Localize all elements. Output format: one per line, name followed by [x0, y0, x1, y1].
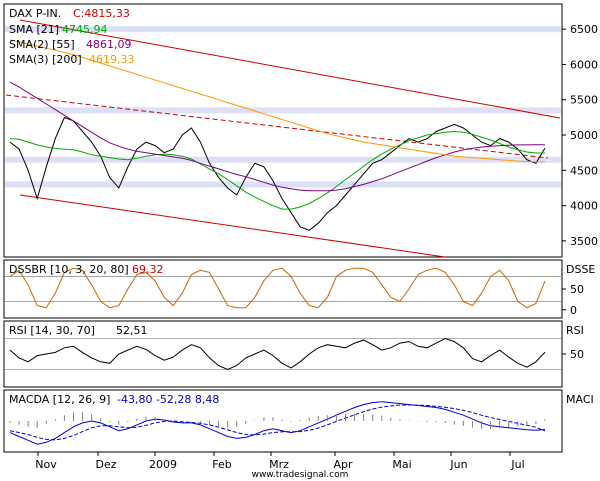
legend-rsi-value: 52,51: [116, 324, 148, 337]
channel-upper-line: [19, 19, 561, 119]
support-band: [5, 156, 561, 163]
legend-dssbr-label: DSSBR [10, 3, 20, 80]: [9, 263, 129, 276]
dax-p-in-line: [9, 116, 546, 231]
legend-rsi-label: RSI [14, 30, 70]: [9, 324, 95, 337]
support-band: [5, 107, 561, 114]
trend-channel: [5, 19, 561, 258]
macd-panel[interactable]: [3, 389, 563, 453]
price-bands: [5, 26, 561, 188]
xtick-label: Jul: [510, 458, 524, 471]
legend-macd-label: MACDA [12, 26, 9]: [9, 393, 110, 406]
rsi-14-30-70-line: [9, 337, 546, 371]
legend-dax-label: DAX P-IN.: [9, 7, 61, 20]
watermark: www.tradesignal.com: [252, 470, 349, 480]
ytick-label: 5500: [570, 94, 598, 107]
legend-dax-value: C:4815,33: [73, 7, 130, 20]
legend-sma21-value: 4745,94: [62, 23, 108, 36]
dssbr-series: 50 0: [5, 267, 584, 317]
ytick-label: 6000: [570, 58, 598, 71]
ytick-label: 3500: [570, 235, 598, 248]
price-yaxis: 6500 6000 5500 5000 4500 4000 3500: [562, 23, 598, 248]
ytick-label: 6500: [570, 23, 598, 36]
macd-legend: MACDA [12, 26, 9] -43,80 -52,28 8,48 MAC…: [9, 393, 594, 406]
macd-series: [9, 401, 546, 445]
channel-lower-line: [19, 194, 446, 258]
price-legend: DAX P-IN. C:4815,33 SMA [21] 4745,94 SMA…: [9, 7, 135, 66]
macd-line: [9, 401, 546, 445]
legend-macd-value: -43,80 -52,28 8,48: [117, 393, 219, 406]
rsi-panel-label: RSI: [566, 324, 584, 337]
price-panel[interactable]: [3, 3, 563, 258]
sma-21-line: [9, 130, 545, 210]
ytick-label: 5000: [570, 129, 598, 142]
macd-panel-label: MACI: [566, 393, 594, 406]
sma-3-200-line: [9, 39, 546, 163]
xtick-label: 2009: [149, 458, 177, 471]
channel-mid-line: [5, 94, 549, 159]
price-series: [9, 39, 546, 231]
xtick-label: Dez: [95, 458, 116, 471]
dssbr-panel-label: DSSE: [566, 263, 595, 276]
legend-sma55-value: 4861,09: [86, 38, 132, 51]
support-band: [5, 181, 561, 188]
legend-sma21-label: SMA [21]: [9, 23, 59, 36]
xtick-label: Apr: [333, 458, 353, 471]
legend-sma55-label: SMA(2) [55]: [9, 38, 75, 51]
xtick-label: Nov: [35, 458, 57, 471]
ytick-label: 4500: [570, 164, 598, 177]
xtick-label: Jun: [449, 458, 467, 471]
sma-2-55-line: [9, 81, 545, 192]
dssbr-legend: DSSBR [10, 3, 20, 80] 69,32 DSSE: [9, 263, 595, 276]
xtick-label: Mai: [392, 458, 411, 471]
legend-dssbr-value: 69,32: [132, 263, 164, 276]
support-band: [5, 26, 561, 33]
rsi-series: 50: [5, 337, 584, 371]
dssbr-10-3-20-80-line: [9, 267, 546, 309]
ytick-label: 50: [570, 348, 584, 361]
legend-sma200-value: 4619,33: [89, 53, 135, 66]
xtick-label: Mrz: [269, 458, 289, 471]
ytick-label: 4000: [570, 200, 598, 213]
ytick-label: 50: [570, 283, 584, 296]
signal-line: [9, 404, 546, 441]
rsi-legend: RSI [14, 30, 70] 52,51 RSI: [9, 324, 584, 337]
xtick-label: Feb: [212, 458, 231, 471]
x-axis: Nov Dez 2009 Feb Mrz Apr Mai Jun Jul: [35, 452, 525, 471]
legend-sma200-label: SMA(3) [200]: [9, 53, 82, 66]
ytick-label: 0: [570, 304, 577, 317]
